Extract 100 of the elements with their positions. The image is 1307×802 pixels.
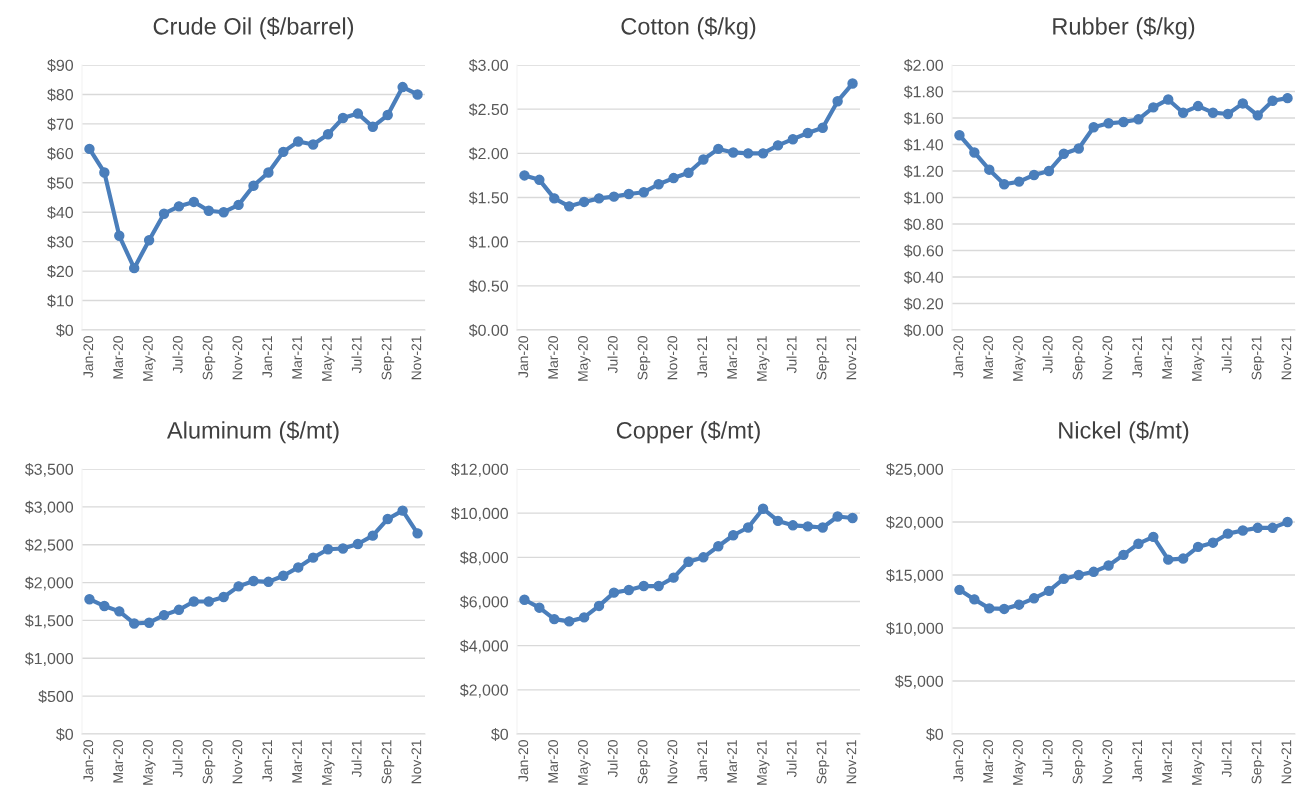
point bbox=[772, 140, 784, 151]
point bbox=[757, 503, 769, 514]
point bbox=[519, 170, 530, 181]
x-tick-label: Jan-21 bbox=[262, 740, 273, 782]
x-tick-label: Nov-20 bbox=[232, 740, 243, 784]
x-tick-label: Jan-20 bbox=[83, 740, 94, 782]
x-tick-label: Sep-20 bbox=[637, 336, 651, 380]
point bbox=[1103, 118, 1114, 129]
x-tick-label: Nov-21 bbox=[411, 336, 422, 380]
point bbox=[1252, 110, 1263, 121]
x-tick-label: Sep-20 bbox=[202, 740, 216, 784]
chart-title: Nickel ($/mt) bbox=[1059, 420, 1189, 444]
y-tick-label: $0 bbox=[491, 727, 509, 741]
y-tick-label: $70 bbox=[47, 117, 74, 131]
x-tick-label: Jul-20 bbox=[607, 740, 618, 778]
point bbox=[352, 538, 364, 550]
y-tick-label: $25,000 bbox=[886, 462, 944, 477]
point bbox=[1028, 169, 1040, 181]
point bbox=[623, 584, 635, 596]
point bbox=[382, 513, 393, 525]
point bbox=[397, 505, 408, 516]
x-tick-label: Sep-21 bbox=[381, 336, 395, 380]
y-tick-label: $80 bbox=[47, 88, 74, 102]
point bbox=[534, 602, 545, 613]
y-tick-label: $60 bbox=[47, 147, 74, 161]
point bbox=[173, 201, 185, 212]
point bbox=[1058, 148, 1070, 159]
point bbox=[278, 570, 289, 581]
x-tick-label: Jul-21 bbox=[1221, 740, 1232, 778]
x-tick-label: Jan-21 bbox=[262, 336, 273, 378]
point bbox=[1118, 549, 1129, 561]
x-tick-label: Sep-21 bbox=[381, 740, 395, 784]
chart-title: Cotton ($/kg) bbox=[621, 16, 756, 40]
y-tick-label: $30 bbox=[47, 235, 74, 249]
point bbox=[984, 164, 995, 175]
y-tick-label: $1.60 bbox=[903, 111, 944, 125]
x-tick-label: Mar-20 bbox=[983, 740, 994, 783]
point bbox=[728, 530, 739, 541]
x-tick-label: Sep-21 bbox=[816, 336, 830, 380]
point bbox=[1192, 541, 1204, 553]
point bbox=[1088, 122, 1099, 133]
x-tick-label: Jul-20 bbox=[1042, 740, 1053, 778]
point bbox=[608, 587, 620, 598]
point bbox=[99, 600, 110, 612]
x-tick-label: Nov-21 bbox=[846, 336, 857, 380]
point bbox=[293, 562, 304, 573]
point bbox=[263, 167, 274, 178]
point bbox=[683, 556, 694, 567]
x-tick-label: Mar-21 bbox=[727, 740, 737, 783]
point bbox=[638, 580, 649, 592]
y-tick-label: $2,500 bbox=[24, 538, 74, 553]
x-tick-label: Jul-21 bbox=[1221, 336, 1232, 374]
x-tick-label: Sep-21 bbox=[1251, 740, 1265, 784]
point bbox=[99, 167, 110, 178]
point bbox=[578, 196, 590, 208]
point bbox=[233, 199, 244, 211]
point bbox=[248, 180, 259, 191]
point bbox=[1267, 522, 1278, 534]
point bbox=[847, 78, 858, 89]
x-tick-label: May-20 bbox=[143, 740, 156, 785]
point bbox=[412, 89, 423, 100]
point bbox=[787, 133, 799, 145]
point bbox=[84, 594, 95, 605]
x-tick-label: Nov-21 bbox=[1281, 740, 1292, 784]
point bbox=[278, 146, 289, 158]
y-tick-label: $3,000 bbox=[24, 500, 74, 515]
y-tick-label: $10 bbox=[47, 294, 74, 308]
x-tick-label: Sep-20 bbox=[1072, 336, 1086, 380]
point bbox=[1177, 107, 1189, 118]
x-tick-label: Sep-20 bbox=[1072, 740, 1086, 784]
point bbox=[293, 136, 304, 147]
point bbox=[158, 609, 170, 621]
point bbox=[158, 208, 170, 219]
point bbox=[1013, 599, 1025, 610]
point bbox=[1282, 92, 1293, 104]
y-tick-label: $6,000 bbox=[459, 595, 509, 610]
point bbox=[143, 234, 155, 246]
x-tick-label: Mar-20 bbox=[548, 740, 559, 783]
point bbox=[772, 515, 784, 527]
point bbox=[84, 143, 95, 155]
x-tick-label: Jan-21 bbox=[1132, 336, 1143, 378]
y-tick-label: $1.40 bbox=[903, 138, 944, 152]
x-tick-label: Jan-20 bbox=[518, 336, 529, 378]
point bbox=[832, 96, 843, 107]
x-tick-label: May-20 bbox=[578, 740, 591, 785]
x-tick-label: Mar-20 bbox=[983, 336, 994, 379]
y-tick-label: $1.50 bbox=[468, 191, 509, 205]
x-tick-label: Nov-20 bbox=[667, 336, 678, 380]
point bbox=[698, 154, 709, 165]
point bbox=[1222, 108, 1234, 120]
x-tick-label: Jul-21 bbox=[786, 336, 797, 374]
chart-title: Copper ($/mt) bbox=[616, 420, 760, 444]
point bbox=[653, 580, 664, 592]
x-tick-label: May-21 bbox=[321, 336, 335, 381]
y-tick-label: $4,000 bbox=[459, 639, 509, 654]
y-tick-label: $2.00 bbox=[903, 58, 944, 72]
point bbox=[188, 596, 200, 607]
x-tick-label: Jul-20 bbox=[172, 336, 183, 374]
point bbox=[173, 604, 185, 616]
x-tick-label: Jul-21 bbox=[351, 740, 362, 778]
